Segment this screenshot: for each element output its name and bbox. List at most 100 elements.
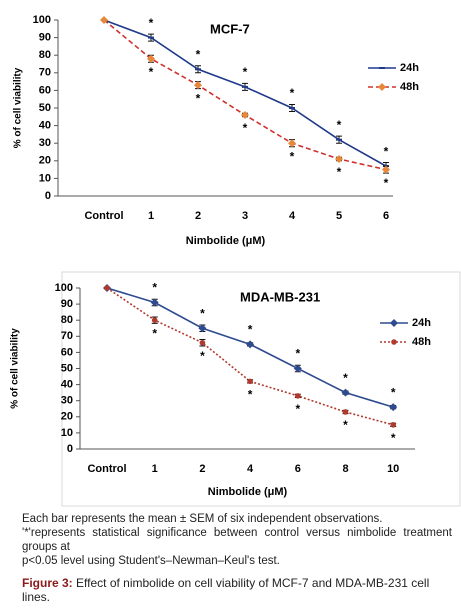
significance-marker: * <box>295 402 300 416</box>
significance-marker: * <box>200 306 205 320</box>
significance-marker: * <box>149 65 154 79</box>
x-tick-label: 4 <box>289 210 296 222</box>
series-line <box>106 287 394 426</box>
significance-marker: * <box>295 347 300 361</box>
significance-marker: * <box>243 121 248 135</box>
significance-marker: * <box>152 326 157 340</box>
data-point <box>100 16 108 24</box>
significance-marker: * <box>248 323 253 337</box>
significance-marker: * <box>149 16 154 30</box>
figure-caption: Figure 3: Effect of nimbolide on cell vi… <box>22 576 452 604</box>
x-tick-label: 4 <box>247 463 254 475</box>
data-point <box>198 324 207 333</box>
significance-marker: * <box>196 91 201 105</box>
y-tick-label: 50 <box>39 102 51 114</box>
data-point <box>150 298 159 307</box>
y-tick-label: 80 <box>61 314 73 326</box>
significance-marker: * <box>391 431 396 445</box>
chart-frame <box>61 271 461 507</box>
y-tick-label: 100 <box>55 282 73 294</box>
significance-marker: * <box>343 371 348 385</box>
y-tick-label: 50 <box>61 362 73 374</box>
y-tick-label: 20 <box>61 411 73 423</box>
data-point <box>288 139 296 148</box>
y-tick-label: 20 <box>39 155 51 167</box>
significance-marker: * <box>243 65 248 79</box>
series-line <box>103 19 387 167</box>
y-tick-label: 70 <box>39 67 51 79</box>
x-tick-label: Control <box>87 463 126 475</box>
series-line <box>103 19 387 171</box>
y-tick-label: 10 <box>39 172 51 184</box>
y-tick-label: 60 <box>61 346 73 358</box>
x-tick-label: 3 <box>242 210 248 222</box>
caption-line: Each bar represents the mean ± SEM of si… <box>22 513 383 525</box>
figure-text: Effect of nimbolide on cell viability of… <box>22 576 430 604</box>
legend-label: 24h <box>412 317 431 329</box>
x-tick-label: Control <box>84 210 123 222</box>
y-tick-label: 0 <box>67 443 73 455</box>
data-point <box>194 81 202 90</box>
chart-title: MCF-7 <box>210 21 250 36</box>
x-tick-label: 2 <box>195 210 201 222</box>
caption-line: p<0.05 level using Student's–Newman–Keul… <box>22 555 280 567</box>
x-tick-label: 1 <box>152 463 158 475</box>
data-point <box>151 317 158 324</box>
y-tick-label: 60 <box>39 84 51 96</box>
y-tick-label: 30 <box>61 395 73 407</box>
data-point <box>241 111 249 120</box>
x-tick-label: 10 <box>387 463 399 475</box>
y-tick-label: 10 <box>61 427 73 439</box>
y-tick-label: 70 <box>61 330 73 342</box>
data-point <box>293 364 302 373</box>
data-point <box>342 409 349 415</box>
y-tick-label: 30 <box>39 137 51 149</box>
significance-marker: * <box>384 144 389 158</box>
y-tick-label: 80 <box>39 49 51 61</box>
significance-marker: * <box>337 118 342 132</box>
data-point <box>389 403 398 412</box>
significance-marker: * <box>343 418 348 432</box>
significance-marker: * <box>200 349 205 363</box>
legend-label: 48h <box>412 336 431 348</box>
y-axis-label: % of cell viability <box>10 328 21 409</box>
data-point <box>147 54 155 63</box>
figure-label: Figure 3: <box>22 576 73 590</box>
caption-line: '*'represents statistical significance b… <box>22 527 452 553</box>
significance-marker: * <box>290 86 295 100</box>
significance-marker: * <box>391 385 396 399</box>
legend-label: 24h <box>400 62 419 74</box>
data-point <box>295 393 301 399</box>
x-tick-label: 8 <box>342 463 348 475</box>
x-axis-label: Nimbolide (μM) <box>208 486 288 498</box>
legend-marker <box>391 339 397 345</box>
y-tick-label: 90 <box>39 32 51 44</box>
significance-marker: * <box>152 281 157 295</box>
data-point <box>335 155 343 164</box>
significance-marker: * <box>196 47 201 61</box>
data-point <box>104 285 110 291</box>
y-tick-label: 0 <box>45 190 51 202</box>
significance-marker: * <box>248 388 253 402</box>
x-tick-label: 1 <box>148 210 154 222</box>
significance-marker: * <box>384 176 389 190</box>
data-point <box>390 422 397 428</box>
x-axis-label: Nimbolide (μM) <box>186 235 266 247</box>
y-tick-label: 100 <box>33 14 51 26</box>
chart-title: MDA-MB-231 <box>240 289 320 304</box>
y-tick-label: 40 <box>61 379 73 391</box>
x-tick-label: 6 <box>383 210 389 222</box>
data-point <box>341 388 350 397</box>
y-tick-label: 40 <box>39 120 51 132</box>
x-tick-label: 2 <box>199 463 205 475</box>
data-point <box>246 340 255 349</box>
data-point <box>247 378 253 385</box>
y-tick-label: 90 <box>61 298 73 310</box>
y-axis-label: % of cell viability <box>13 67 24 148</box>
legend-marker <box>390 319 398 327</box>
significance-marker: * <box>290 149 295 163</box>
data-point <box>382 165 390 174</box>
significance-marker: * <box>337 165 342 179</box>
